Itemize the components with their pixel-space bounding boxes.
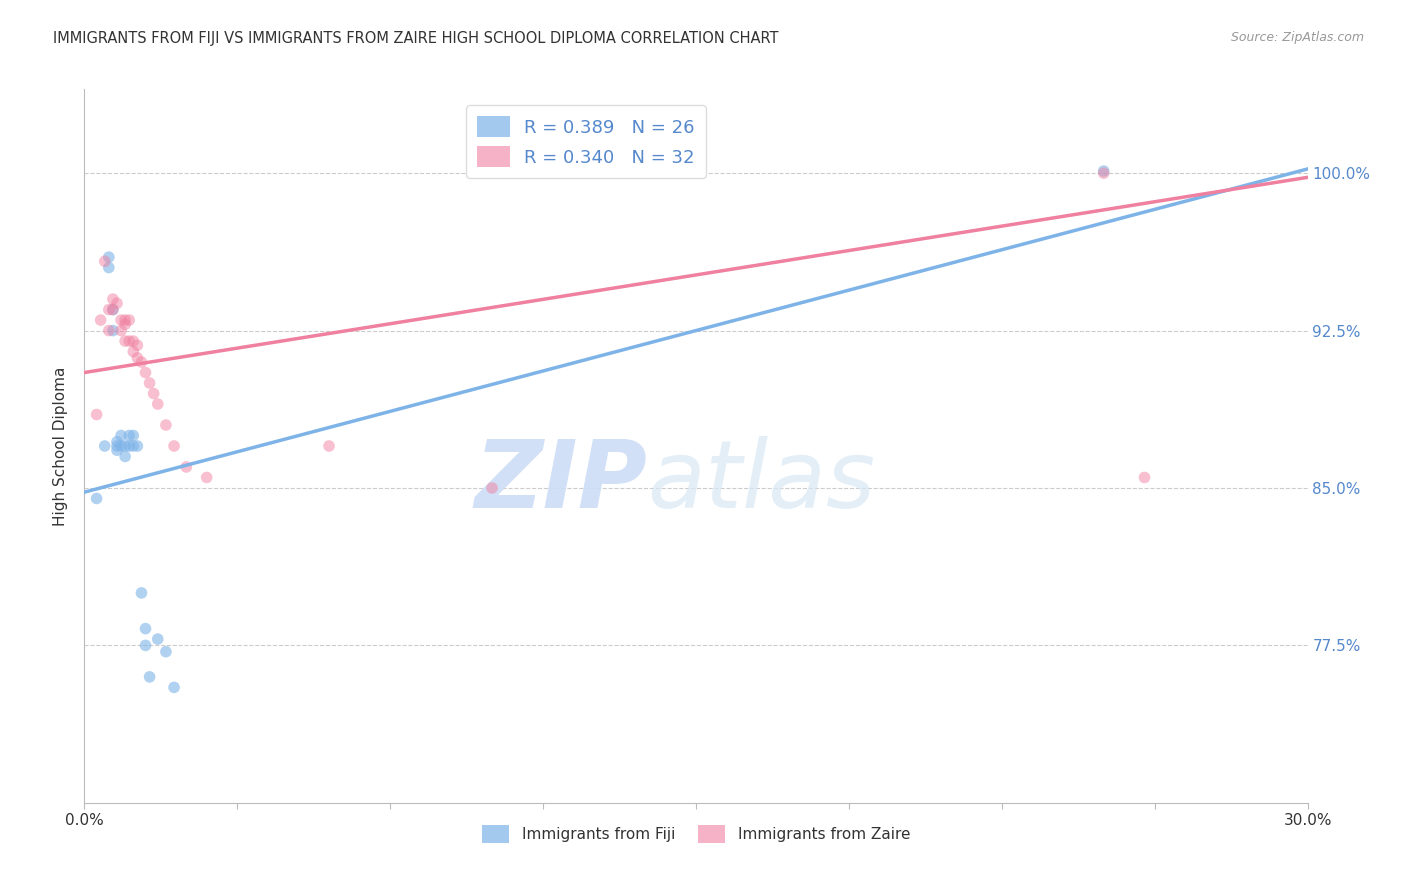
Point (114, 450, 136, 464)
Text: ZIP: ZIP (474, 435, 647, 528)
Point (142, 386, 165, 401)
Point (155, 417, 177, 432)
Point (155, 645, 177, 659)
Point (135, 622, 157, 636)
Point (105, 443, 128, 458)
Point (110, 439, 132, 453)
Point (138, 376, 160, 390)
Text: Source: ZipAtlas.com: Source: ZipAtlas.com (1230, 31, 1364, 45)
Point (127, 351, 149, 365)
Point (101, 302, 124, 317)
Point (118, 313, 141, 327)
Point (101, 324, 124, 338)
Point (86, 408, 108, 422)
Point (93, 439, 115, 453)
Point (1133, 470, 1156, 484)
Legend: Immigrants from Fiji, Immigrants from Zaire: Immigrants from Fiji, Immigrants from Za… (475, 819, 917, 848)
Point (101, 302, 124, 317)
Point (97, 324, 120, 338)
Point (174, 460, 197, 475)
Y-axis label: High School Diploma: High School Diploma (53, 367, 69, 525)
Point (97, 302, 120, 317)
Point (105, 439, 128, 453)
Point (93, 254, 115, 268)
Point (481, 481, 503, 495)
Point (114, 313, 136, 327)
Point (86, 491, 108, 506)
Point (138, 670, 160, 684)
Point (163, 439, 186, 453)
Point (122, 439, 145, 453)
Point (127, 338, 149, 352)
Point (97, 260, 120, 275)
Point (135, 366, 157, 380)
Point (1092, 164, 1115, 178)
Point (131, 586, 153, 600)
Point (110, 324, 132, 338)
Point (101, 292, 124, 306)
Point (195, 470, 218, 484)
Point (110, 313, 132, 327)
Point (118, 334, 141, 348)
Point (122, 334, 145, 348)
Point (122, 428, 145, 442)
Point (118, 428, 141, 442)
Point (127, 439, 149, 453)
Point (1092, 166, 1115, 180)
Point (90, 313, 112, 327)
Point (131, 355, 153, 369)
Point (318, 439, 340, 453)
Point (105, 434, 128, 449)
Text: IMMIGRANTS FROM FIJI VS IMMIGRANTS FROM ZAIRE HIGH SCHOOL DIPLOMA CORRELATION CH: IMMIGRANTS FROM FIJI VS IMMIGRANTS FROM … (53, 31, 779, 46)
Text: atlas: atlas (647, 436, 876, 527)
Point (163, 681, 186, 695)
Point (135, 639, 157, 653)
Point (146, 397, 169, 411)
Point (114, 439, 136, 453)
Point (110, 428, 132, 442)
Point (97, 250, 120, 264)
Point (118, 439, 141, 453)
Point (146, 632, 169, 646)
Point (114, 318, 136, 332)
Point (122, 344, 145, 359)
Point (114, 334, 136, 348)
Point (105, 296, 128, 310)
